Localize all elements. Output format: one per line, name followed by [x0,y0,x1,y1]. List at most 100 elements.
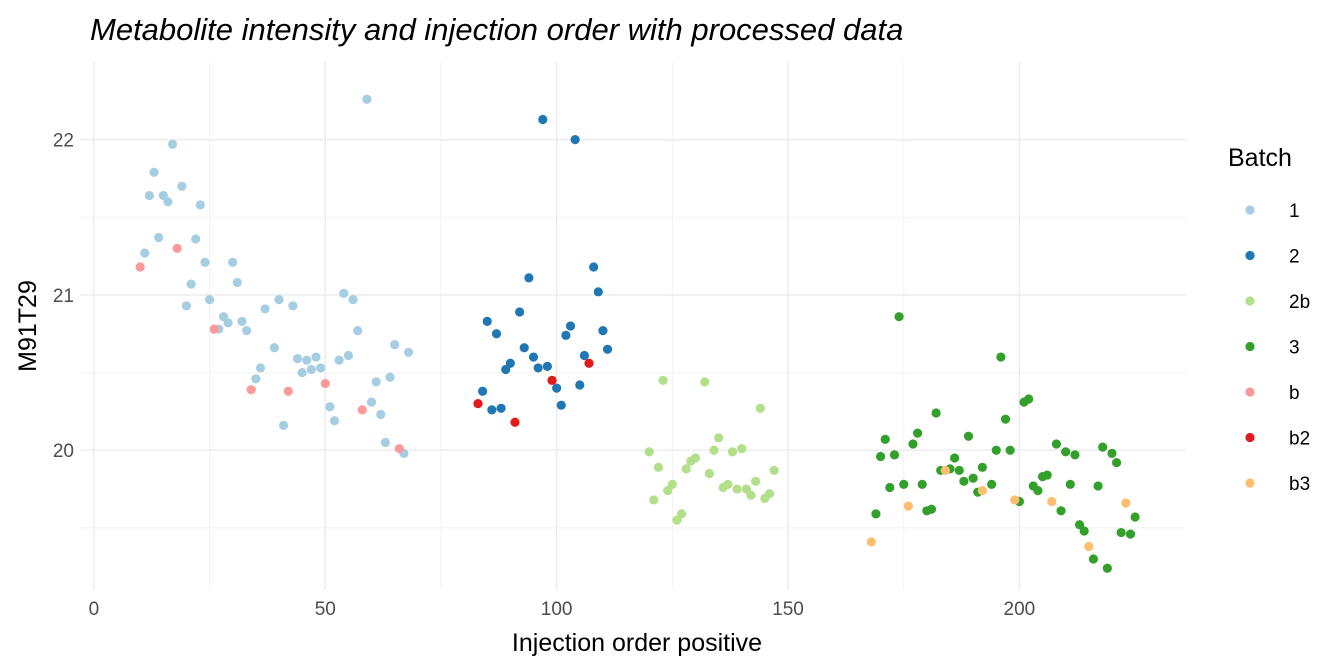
data-point [681,464,691,474]
data-point [538,114,548,125]
data-point [1088,554,1099,564]
data-point [1102,563,1112,573]
data-point [714,433,724,443]
y-axis-title: M91T29 [14,280,42,372]
data-point [1047,496,1057,507]
y-axis-ticks: 20 21 22 [53,131,74,463]
legend-label-b3: b3 [1289,474,1310,495]
data-point [186,279,196,289]
series-b3 [866,465,1131,552]
x-tick-label: 150 [772,599,804,620]
x-tick-label: 0 [89,599,100,620]
data-point [899,479,909,489]
x-tick-label: 100 [541,599,573,620]
data-point [658,375,668,385]
data-point [751,476,761,486]
data-point [274,295,284,305]
data-point [528,352,539,362]
data-point [1098,442,1108,452]
data-point [279,420,289,430]
data-point [1125,529,1136,539]
legend: Batch 1 2 2b 3 b b2 b3 [1228,144,1310,495]
series-3 [871,312,1140,573]
data-point [593,287,603,297]
data-point [237,316,247,326]
x-axis-ticks: 0 50 100 150 200 [89,599,1036,620]
y-tick-label: 22 [53,131,74,152]
data-point [209,324,219,334]
series-2b [644,375,779,525]
data-point [343,350,354,361]
data-point [478,386,488,396]
legend-label-3: 3 [1289,338,1300,359]
y-tick-label: 20 [53,441,74,462]
legend-label-b2: b2 [1289,429,1310,450]
data-point [329,416,340,426]
data-point [1005,445,1015,455]
data-point [1107,448,1117,458]
legend-label-b: b [1289,383,1300,404]
data-point [1033,486,1043,496]
data-point [996,352,1006,362]
data-point [579,350,590,361]
data-point [348,295,358,305]
data-point [306,364,316,375]
data-point [903,501,913,511]
data-point [737,444,747,454]
data-point [316,363,326,373]
data-point [390,340,400,350]
data-point [515,307,525,317]
data-point [357,405,367,415]
data-point [302,355,312,365]
data-point [380,437,391,448]
data-point [177,181,187,191]
data-point [732,484,742,494]
data-point [154,232,164,243]
data-point [1111,458,1122,468]
legend-label-2b: 2b [1289,292,1310,313]
data-point [987,479,997,489]
data-point [283,386,293,396]
data-point [149,167,159,177]
data-point [552,383,562,393]
data-point [297,367,307,378]
data-point [565,321,576,331]
legend-key-3 [1245,341,1255,352]
data-point [269,343,279,353]
data-point [727,447,738,457]
legend-title: Batch [1228,144,1292,172]
data-point [191,234,201,244]
legend-label-2: 2 [1289,247,1300,268]
data-point [362,94,372,104]
data-point [172,243,182,253]
data-point [487,405,497,415]
legend-key-2 [1245,250,1255,261]
data-point [709,445,719,455]
data-point [232,277,242,288]
legend-key-b3 [1245,478,1255,488]
data-point [1042,470,1052,480]
data-point [320,378,330,389]
data-point [991,445,1001,455]
x-tick-label: 50 [315,599,336,620]
data-point [653,462,664,472]
data-point [195,200,205,210]
data-point [977,486,987,496]
data-point [228,257,238,267]
data-point [880,434,890,444]
chart-title: Metabolite intensity and injection order… [90,12,903,47]
data-point [473,399,483,409]
data-point [200,257,210,267]
data-point [292,354,303,364]
data-point [1093,481,1103,491]
data-point [963,431,974,441]
data-point [704,468,714,479]
legend-key-2b [1245,296,1255,306]
plot-grid [80,62,1186,590]
data-point [931,408,941,418]
data-point [163,197,173,207]
data-point [649,495,659,505]
data-point [140,248,150,258]
data-point [385,372,395,382]
data-point [223,318,233,328]
